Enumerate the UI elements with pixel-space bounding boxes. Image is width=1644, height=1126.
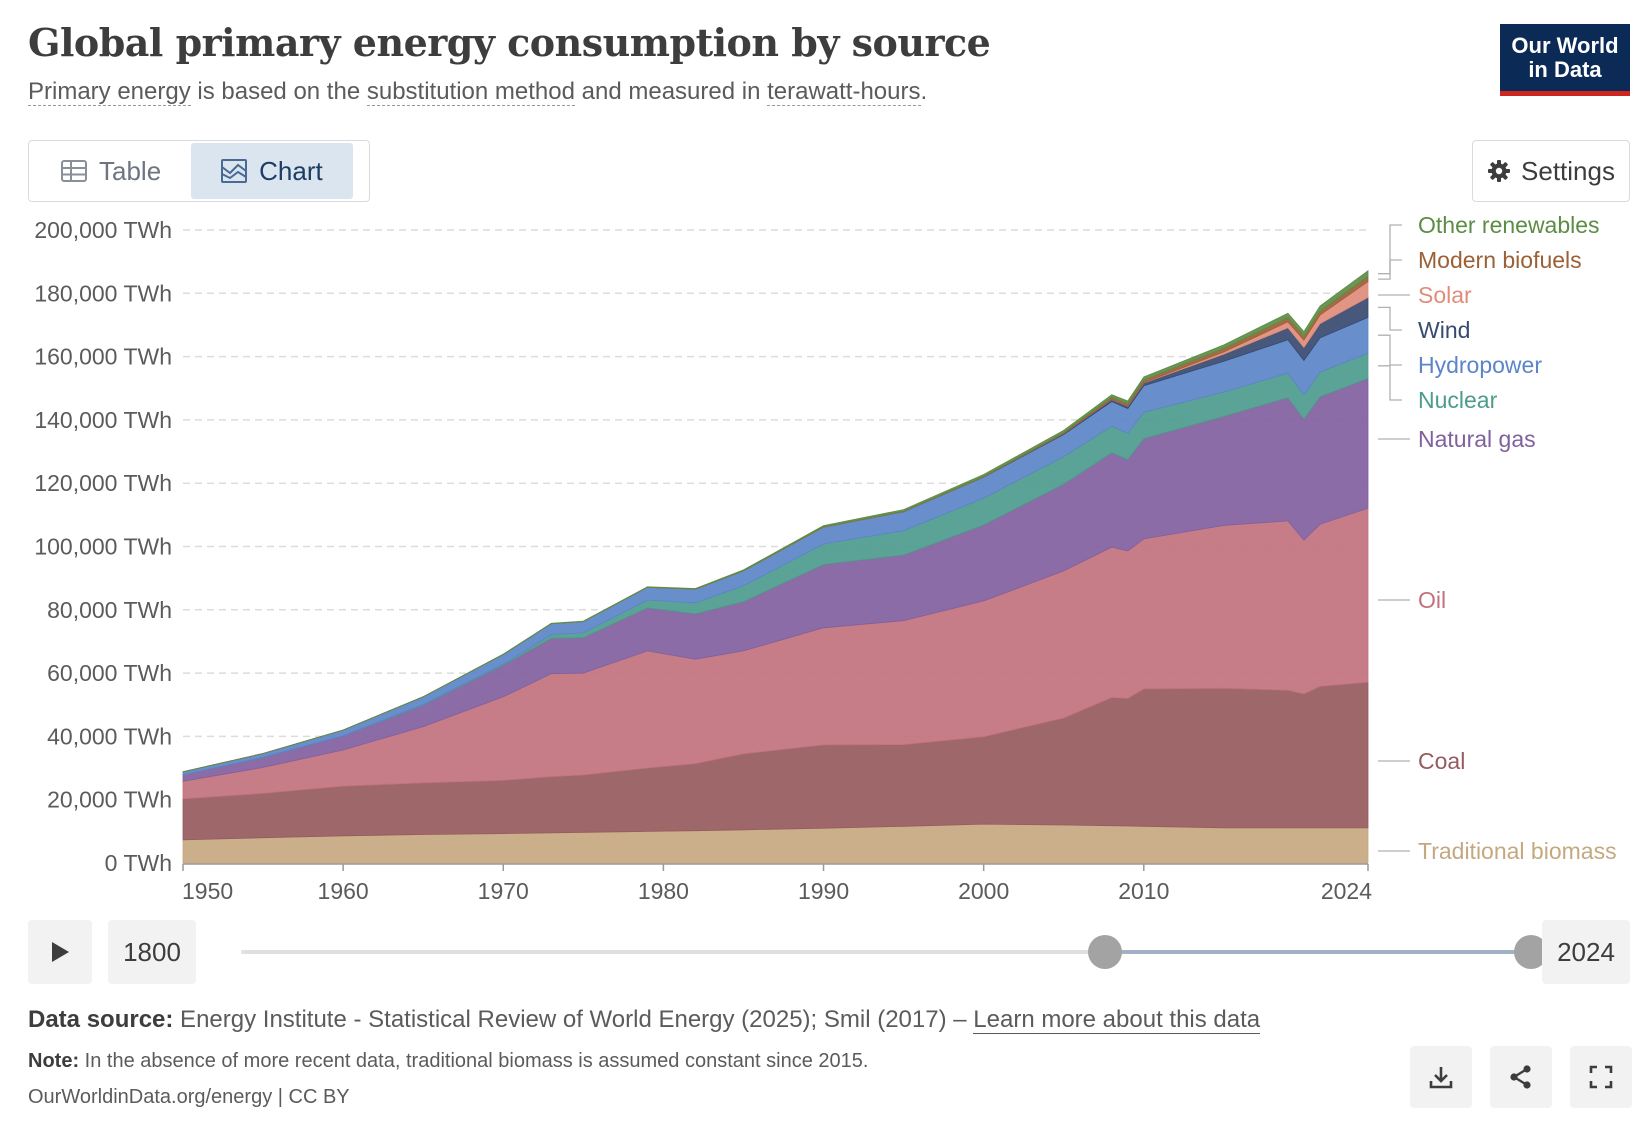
x-tick-label: 1950 (182, 878, 233, 900)
subtitle-text-1: is based on the (190, 78, 367, 105)
learn-more-link[interactable]: Learn more about this data (973, 1006, 1261, 1034)
y-tick-label: 120,000 TWh (34, 470, 172, 496)
logo-line-1: Our World (1511, 32, 1619, 58)
substitution-method-link[interactable]: substitution method (366, 78, 575, 106)
chart-subtitle: Primary energy is based on the substitut… (28, 78, 927, 106)
data-source: Data source: Energy Institute - Statisti… (28, 1006, 1261, 1034)
citation[interactable]: OurWorldinData.org/energy | CC BY (28, 1086, 350, 1108)
y-tick-label: 60,000 TWh (47, 660, 172, 686)
timeline-end-year[interactable]: 2024 (1542, 920, 1630, 984)
y-tick-label: 200,000 TWh (34, 217, 172, 243)
tab-table[interactable]: Table (31, 143, 191, 199)
timeline: 1800 2024 (28, 920, 1630, 984)
legend-label-modern-biofuels[interactable]: Modern biofuels (1418, 247, 1582, 273)
our-world-in-data-logo[interactable]: Our World in Data (1500, 24, 1630, 96)
legend-label-oil[interactable]: Oil (1418, 587, 1446, 613)
timeline-start-year[interactable]: 1800 (108, 920, 196, 984)
tab-chart-label: Chart (259, 155, 323, 186)
table-icon (61, 160, 87, 182)
area-other-renewables[interactable] (182, 270, 1369, 773)
chart-note: Note: In the absence of more recent data… (28, 1050, 868, 1073)
data-source-text: Energy Institute - Statistical Review of… (173, 1006, 974, 1033)
legend-label-wind[interactable]: Wind (1418, 317, 1470, 343)
tab-table-label: Table (99, 155, 162, 186)
y-tick-label: 160,000 TWh (34, 344, 172, 370)
share-icon (1510, 1065, 1531, 1089)
settings-label: Settings (1521, 155, 1615, 186)
y-tick-label: 180,000 TWh (34, 280, 172, 306)
legend-label-hydropower[interactable]: Hydropower (1418, 352, 1542, 378)
download-button[interactable] (1410, 1046, 1472, 1108)
view-tabs: Table Chart (28, 140, 370, 202)
legend-label-other-renewables[interactable]: Other renewables (1418, 212, 1600, 238)
timeline-track[interactable] (241, 950, 1531, 954)
legend-leader-line (1378, 334, 1402, 366)
tab-chart[interactable]: Chart (191, 143, 353, 199)
primary-energy-link[interactable]: Primary energy (28, 78, 191, 106)
subtitle-text-2: and measured in (574, 78, 768, 105)
share-button[interactable] (1490, 1046, 1552, 1108)
legend-label-traditional-biomass[interactable]: Traditional biomass (1418, 838, 1617, 864)
y-tick-label: 20,000 TWh (47, 787, 172, 813)
fullscreen-button[interactable] (1570, 1046, 1632, 1108)
legend-leader-line (1378, 224, 1402, 275)
stacked-area-chart: 0 TWh 20,000 TWh 40,000 TWh 60,000 TWh 80,00… (34, 212, 1617, 900)
legend-leader-line (1378, 306, 1402, 331)
x-tick-label: 1990 (798, 878, 849, 900)
x-tick-label: 2000 (958, 878, 1009, 900)
terawatt-hours-link[interactable]: terawatt-hours (767, 78, 921, 106)
data-source-label: Data source: (28, 1006, 174, 1033)
settings-button[interactable]: Settings (1472, 140, 1630, 202)
timeline-selected-range (1104, 950, 1531, 954)
gear-icon (1488, 160, 1511, 182)
x-tick-label: 1980 (638, 878, 689, 900)
download-icon (1429, 1067, 1453, 1089)
legend-label-coal[interactable]: Coal (1418, 748, 1465, 774)
x-tick-label: 1960 (318, 878, 369, 900)
note-label: Note: (28, 1050, 80, 1072)
chart-icon (221, 159, 248, 183)
fullscreen-icon (1589, 1065, 1613, 1089)
y-tick-label: 140,000 TWh (34, 407, 172, 433)
legend-leader-line (1378, 365, 1402, 401)
y-tick-label: 0 TWh (105, 850, 172, 876)
logo-line-2: in Data (1528, 56, 1602, 82)
legend-label-natural-gas[interactable]: Natural gas (1418, 426, 1536, 452)
chart-title: Global primary energy consumption by sou… (28, 20, 991, 65)
x-tick-label: 2010 (1118, 878, 1169, 900)
y-tick-label: 80,000 TWh (47, 597, 172, 623)
play-button[interactable] (28, 920, 92, 984)
x-tick-label: 1970 (478, 878, 529, 900)
play-icon (52, 942, 69, 962)
timeline-start-handle[interactable] (1087, 935, 1122, 969)
note-text: In the absence of more recent data, trad… (79, 1050, 869, 1072)
y-tick-label: 100,000 TWh (34, 534, 172, 560)
x-tick-label: 2024 (1321, 878, 1372, 900)
subtitle-text-3: . (920, 78, 928, 105)
y-tick-label: 40,000 TWh (47, 723, 172, 749)
legend-label-nuclear[interactable]: Nuclear (1418, 387, 1498, 413)
legend-label-solar[interactable]: Solar (1418, 282, 1472, 308)
